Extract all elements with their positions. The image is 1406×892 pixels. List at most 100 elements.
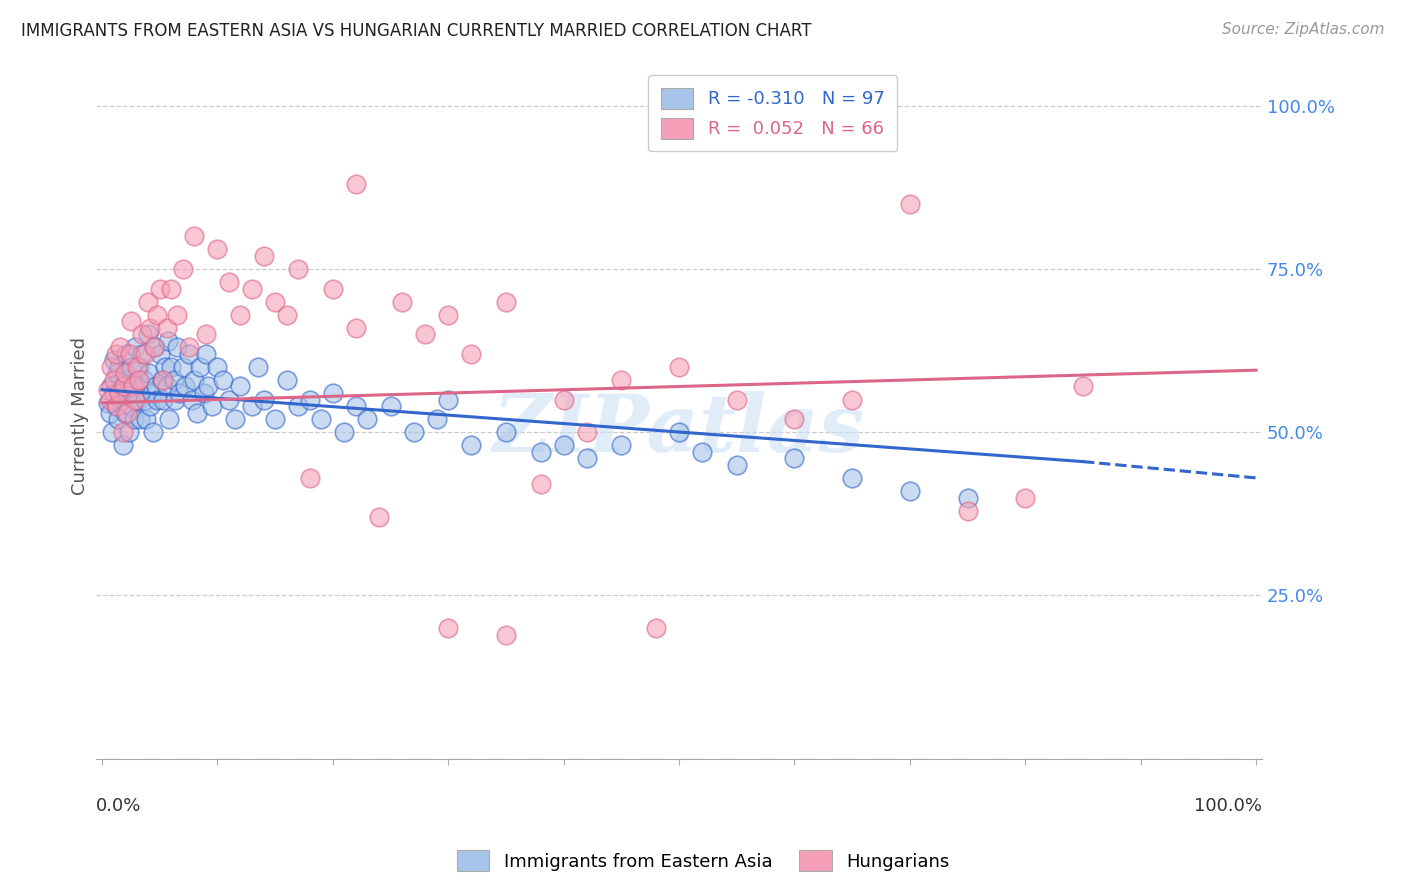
Point: [139, 320, 162, 334]
Point: [264, 294, 287, 309]
Point: [112, 379, 135, 393]
Point: [229, 379, 252, 393]
Point: [333, 425, 356, 440]
Point: [146, 392, 169, 407]
Point: [108, 359, 131, 374]
Point: [298, 392, 321, 407]
Legend: R = -0.310   N = 97, R =  0.052   N = 66: R = -0.310 N = 97, R = 0.052 N = 66: [648, 75, 897, 151]
Point: [898, 196, 921, 211]
Point: [134, 392, 156, 407]
Point: [177, 340, 200, 354]
Point: [276, 308, 298, 322]
Point: [135, 412, 157, 426]
Point: [193, 386, 215, 401]
Point: [134, 347, 156, 361]
Point: [136, 327, 159, 342]
Point: [645, 621, 668, 635]
Point: [298, 471, 321, 485]
Point: [322, 386, 344, 401]
Point: [131, 347, 153, 361]
Point: [122, 379, 145, 393]
Point: [177, 347, 200, 361]
Legend: Immigrants from Eastern Asia, Hungarians: Immigrants from Eastern Asia, Hungarians: [450, 843, 956, 879]
Point: [118, 399, 141, 413]
Point: [156, 379, 179, 393]
Text: Source: ZipAtlas.com: Source: ZipAtlas.com: [1222, 22, 1385, 37]
Text: ZIPatlas: ZIPatlas: [494, 391, 865, 468]
Point: [553, 392, 575, 407]
Point: [553, 438, 575, 452]
Point: [118, 347, 141, 361]
Point: [98, 406, 121, 420]
Point: [131, 327, 153, 342]
Point: [110, 340, 132, 354]
Point: [495, 294, 517, 309]
Point: [218, 392, 240, 407]
Point: [668, 425, 690, 440]
Point: [143, 340, 166, 354]
Point: [103, 373, 125, 387]
Point: [1071, 379, 1094, 393]
Point: [368, 510, 391, 524]
Point: [725, 392, 748, 407]
Point: [166, 308, 188, 322]
Point: [98, 392, 121, 407]
Point: [218, 275, 240, 289]
Point: [152, 392, 174, 407]
Point: [344, 177, 367, 191]
Point: [117, 425, 139, 440]
Point: [426, 412, 449, 426]
Point: [108, 383, 131, 397]
Point: [124, 340, 146, 354]
Point: [105, 367, 128, 381]
Point: [309, 412, 332, 426]
Point: [139, 399, 162, 413]
Point: [575, 451, 598, 466]
Point: [124, 412, 146, 426]
Point: [156, 320, 179, 334]
Point: [146, 308, 169, 322]
Text: 100.0%: 100.0%: [1194, 797, 1263, 814]
Point: [287, 399, 309, 413]
Point: [129, 412, 152, 426]
Point: [194, 327, 217, 342]
Point: [97, 383, 120, 397]
Point: [125, 373, 148, 387]
Point: [160, 359, 183, 374]
Point: [141, 386, 163, 401]
Point: [380, 399, 402, 413]
Point: [160, 281, 183, 295]
Point: [898, 483, 921, 498]
Point: [224, 412, 246, 426]
Point: [125, 359, 148, 374]
Point: [172, 359, 194, 374]
Point: [240, 281, 263, 295]
Point: [252, 392, 274, 407]
Point: [117, 406, 139, 420]
Point: [103, 353, 125, 368]
Point: [668, 359, 690, 374]
Point: [97, 396, 120, 410]
Point: [155, 359, 177, 374]
Point: [783, 412, 806, 426]
Point: [142, 425, 165, 440]
Point: [212, 373, 235, 387]
Point: [194, 347, 217, 361]
Y-axis label: Currently Married: Currently Married: [72, 337, 89, 495]
Point: [460, 438, 482, 452]
Point: [413, 327, 436, 342]
Point: [956, 503, 979, 517]
Point: [207, 359, 229, 374]
Point: [150, 373, 173, 387]
Point: [111, 425, 134, 440]
Point: [344, 399, 367, 413]
Point: [101, 425, 124, 440]
Point: [100, 359, 122, 374]
Point: [264, 412, 287, 426]
Point: [132, 373, 155, 387]
Point: [1014, 491, 1036, 505]
Point: [690, 445, 713, 459]
Point: [197, 379, 219, 393]
Point: [495, 425, 517, 440]
Point: [162, 373, 184, 387]
